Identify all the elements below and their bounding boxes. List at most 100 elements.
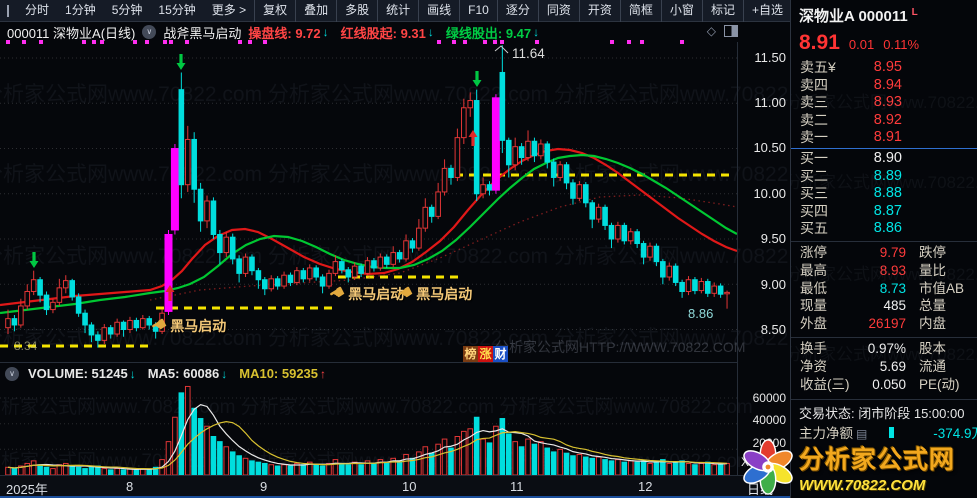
signal-dot bbox=[493, 40, 497, 44]
toolbar-item-3[interactable]: 15分钟 bbox=[158, 2, 196, 17]
price-change-pct: 0.11% bbox=[883, 37, 920, 52]
ask-row-3[interactable]: 卖三 8.93 bbox=[800, 94, 902, 111]
chevron-down-icon[interactable]: ∨ bbox=[5, 366, 19, 381]
ask-row-1[interactable]: 卖一 8.91 bbox=[800, 129, 902, 146]
toolbar-item-9[interactable]: 画线 bbox=[418, 0, 459, 22]
toolbar-item-12[interactable]: 同资 bbox=[537, 0, 579, 22]
quote-panel: 分析家公式网www.70822.com 分析家公式网www.70822.com … bbox=[790, 0, 977, 498]
toolbar-item-16[interactable]: 标记 bbox=[701, 0, 743, 22]
signal-dot bbox=[263, 40, 267, 44]
stat2-row-1: 净资 5.69 流通 bbox=[800, 358, 946, 374]
main-net-row[interactable]: 主力净额▤ -374.9万 bbox=[791, 422, 977, 441]
signal-dot bbox=[627, 40, 631, 44]
signal-dot bbox=[92, 40, 96, 44]
volume-indicator-2: MA10: 59235 ↑ bbox=[239, 366, 327, 381]
badge-char: 涨 bbox=[478, 346, 493, 362]
toolbar: 分时 1分钟 5分钟 15分钟 更多 > 复权 叠加 多股 统计 画线 F10 逐分 同资 开资 简框 小窗标… bbox=[0, 0, 824, 22]
signal-dot bbox=[437, 40, 441, 44]
time-tick: 12 bbox=[638, 479, 653, 494]
indicator-2: 绿线股出: 9.47 ↓ bbox=[445, 25, 540, 41]
panel-price-row: 8.91 0.01 0.11% bbox=[799, 31, 977, 55]
bid-row-1[interactable]: 买一 8.90 bbox=[800, 149, 902, 166]
toolbar-item-10[interactable]: F10 bbox=[459, 0, 497, 22]
signal-dot bbox=[483, 40, 487, 44]
toolbar-item-4[interactable]: 更多 > bbox=[211, 2, 247, 17]
toolbar-item-17[interactable]: +自选 bbox=[742, 0, 791, 22]
hand-icon: ☚ bbox=[147, 313, 171, 338]
price-tick: 8.50 bbox=[760, 322, 786, 337]
svg-text:8.86: 8.86 bbox=[688, 306, 713, 321]
signal-dot bbox=[610, 40, 614, 44]
chevron-down-icon[interactable]: ∨ bbox=[142, 25, 157, 39]
infobar-right-icons: ◇ bbox=[707, 24, 738, 38]
window-toggle-icon[interactable] bbox=[7, 4, 9, 17]
hand-icon: ☚ bbox=[325, 281, 349, 306]
stock-name: 深物业A 000011 bbox=[799, 8, 908, 25]
time-axis: 2025年 8 9 10 11 12 bbox=[0, 475, 790, 498]
stat1-row-4: 外盘 26197 内盘 bbox=[800, 316, 946, 332]
heima-label-1: ☚ 黑马启动 bbox=[325, 281, 405, 306]
stock-flag: L bbox=[911, 7, 918, 18]
toolbar-item-15[interactable]: 小窗 bbox=[660, 0, 702, 22]
toolbar-item-5[interactable]: 复权 bbox=[254, 0, 295, 22]
bid-row-5[interactable]: 买五 8.86 bbox=[800, 220, 902, 237]
price-axis: 11.50 11.00 10.50 10.00 9.50 9.00 8.50 60000 400… bbox=[737, 42, 791, 475]
signal-dot bbox=[169, 40, 173, 44]
signal-dot bbox=[452, 40, 456, 44]
toolbar-item-6[interactable]: 叠加 bbox=[295, 0, 336, 22]
toolbar-item-1[interactable]: 1分钟 bbox=[65, 2, 96, 17]
site-logo: 分析家公式网 WWW.70822.COM bbox=[739, 435, 977, 498]
toolbar-item-8[interactable]: 统计 bbox=[377, 0, 418, 22]
toolbar-item-2[interactable]: 5分钟 bbox=[111, 2, 143, 17]
ask-row-2[interactable]: 卖二 8.92 bbox=[800, 111, 902, 128]
stat1-row-2: 最低 8.73 市值AB bbox=[800, 280, 965, 296]
ask-row-4[interactable]: 卖四 8.94 bbox=[800, 76, 902, 93]
toolbar-item-14[interactable]: 简框 bbox=[619, 0, 661, 22]
logo-site-name: 分析家公式网 bbox=[799, 445, 956, 474]
stat1-row-3: 现量 485 总量 bbox=[800, 298, 946, 314]
indicator-0: 操盘线: 9.72 ↓ bbox=[248, 25, 329, 41]
signal-dot bbox=[463, 40, 467, 44]
signal-dot bbox=[100, 40, 104, 44]
volume-indicator-0: VOLUME: 51245 ↓ bbox=[28, 366, 136, 381]
main-candlestick-chart[interactable]: 11.64 8.86 8.34 bbox=[0, 42, 737, 362]
bid-row-3[interactable]: 买三 8.88 bbox=[800, 185, 902, 202]
main-net-label: 主力净额 bbox=[799, 426, 853, 441]
doc-icon[interactable]: ▤ bbox=[856, 427, 868, 441]
ticker-badge[interactable]: 榜涨财 bbox=[463, 346, 508, 362]
stat2-row-2: 收益(三) 0.050 PE(动) bbox=[800, 376, 960, 392]
volume-header: ∨ VOLUME: 51245 ↓ MA5: 60086 ↓ MA10: 59235 ↑ bbox=[0, 362, 737, 384]
price-tick: 9.50 bbox=[760, 231, 786, 246]
diamond-icon[interactable]: ◇ bbox=[706, 24, 716, 38]
time-tick: 8 bbox=[126, 479, 134, 494]
panel-toggle-icon[interactable] bbox=[724, 25, 738, 37]
quote-stats-1: 涨停 9.79 跌停 最高 8.93 量比 最低 8.73 市值AB 现量 485 总量 外盘 26197… bbox=[791, 244, 977, 333]
indicator-1: 红线股起: 9.31 ↓ bbox=[340, 25, 434, 41]
toolbar-item-13[interactable]: 开资 bbox=[578, 0, 620, 22]
volume-tick: 40000 bbox=[752, 413, 786, 427]
signal-dot bbox=[500, 40, 504, 44]
signal-dot bbox=[248, 40, 252, 44]
time-tick: 10 bbox=[402, 479, 417, 494]
price-tick: 10.00 bbox=[753, 186, 786, 201]
bid-row-4[interactable]: 买四 8.87 bbox=[800, 202, 902, 219]
volume-chart[interactable] bbox=[0, 384, 737, 475]
panel-stock-name: 深物业A 000011 L bbox=[799, 5, 977, 26]
signal-dot bbox=[163, 40, 167, 44]
order-book: 卖五¥ 8.95 卖四 8.94 卖三 8.93 卖二 8.92 卖一 8.91 买一 8.90 买二 8… bbox=[791, 59, 977, 238]
toolbar-item-7[interactable]: 多股 bbox=[336, 0, 377, 22]
toolbar-item-0[interactable]: 分时 bbox=[25, 2, 50, 17]
time-tick: 2025年 bbox=[6, 482, 48, 497]
quote-stats-2: 换手 0.97% 股本 净资 5.69 流通 收益(三) 0.050 PE(动) bbox=[791, 340, 977, 393]
price-tick: 10.50 bbox=[753, 140, 786, 155]
toolbar-item-11[interactable]: 逐分 bbox=[496, 0, 538, 22]
bid-row-2[interactable]: 买二 8.89 bbox=[800, 167, 902, 184]
ask-row-5[interactable]: 卖五¥ 8.95 bbox=[800, 59, 902, 75]
hand-icon: ☚ bbox=[393, 281, 417, 306]
divider bbox=[791, 399, 977, 400]
last-price: 8.91 bbox=[799, 31, 840, 54]
main-net-value: -374.9万 bbox=[933, 426, 977, 441]
indicator-values: 操盘线: 9.72 ↓ 红线股起: 9.31 ↓ 绿线股出: 9.47 ↓ bbox=[248, 23, 539, 42]
signal-dot bbox=[535, 40, 539, 44]
signal-dot bbox=[6, 40, 10, 44]
